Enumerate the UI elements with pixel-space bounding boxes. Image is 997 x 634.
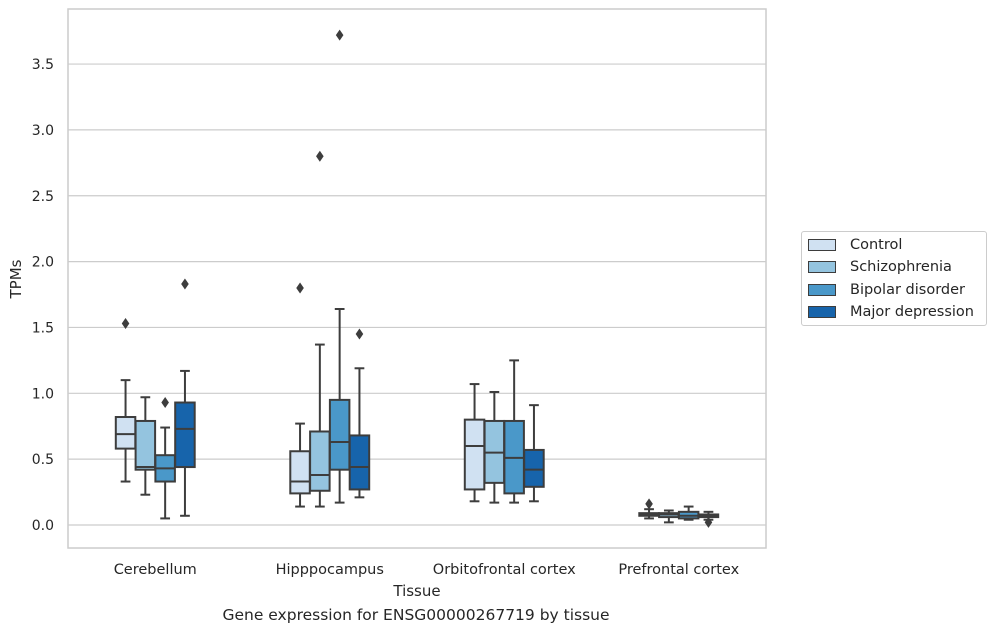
x-tick-label: Cerebellum	[114, 562, 197, 578]
outlier-point	[181, 278, 189, 290]
y-tick-label: 1.0	[32, 386, 54, 402]
legend-swatch-control	[808, 239, 836, 251]
x-tick-label: Hipppocampus	[276, 562, 384, 578]
legend-swatch-schizophrenia	[808, 261, 836, 273]
box	[348, 434, 371, 491]
y-tick-label: 3.5	[32, 57, 54, 73]
plot-frame	[67, 8, 767, 549]
legend-label: Major depression	[850, 304, 974, 320]
y-tick-label: 2.5	[32, 189, 54, 205]
box	[463, 418, 486, 491]
box	[523, 448, 545, 488]
outlier-point	[355, 328, 364, 340]
y-tick-label: 1.5	[32, 320, 54, 336]
box	[174, 401, 196, 469]
legend-item-schizophrenia: Schizophrenia	[808, 257, 952, 277]
outlier-point	[296, 282, 304, 294]
box	[289, 450, 311, 495]
outlier-point	[316, 150, 324, 162]
y-axis-label: TPMs	[7, 259, 25, 299]
y-tick-label: 2.0	[32, 255, 54, 271]
box	[114, 416, 137, 450]
box	[309, 430, 331, 492]
legend-swatch-bipolar-disorder	[808, 284, 836, 296]
box	[328, 398, 351, 471]
outlier-point	[121, 317, 130, 329]
outlier-point	[645, 498, 653, 510]
legend-swatch-major-depression	[808, 306, 836, 318]
legend-item-control: Control	[808, 235, 902, 255]
box	[134, 419, 157, 471]
outlier-point	[161, 397, 169, 409]
outlier-point	[704, 516, 713, 528]
legend-label: Bipolar disorder	[850, 282, 965, 298]
y-tick-labels: 0.0 0.5 1.0 1.5 2.0 2.5 3.0 3.5	[32, 57, 54, 534]
box-marks	[114, 29, 720, 528]
legend-label: Schizophrenia	[850, 259, 952, 275]
y-tick-label: 0.0	[32, 518, 54, 534]
x-tick-label: Orbitofrontal cortex	[433, 562, 576, 578]
y-tick-label: 3.0	[32, 123, 54, 139]
x-tick-labels: Cerebellum Hipppocampus Orbitofrontal cort…	[114, 562, 740, 578]
y-tick-label: 0.5	[32, 452, 54, 468]
x-tick-label: Prefrontal cortex	[618, 562, 739, 578]
figure-caption: Gene expression for ENSG00000267719 by t…	[222, 606, 610, 624]
outlier-point	[335, 29, 344, 41]
legend-label: Control	[850, 237, 903, 253]
x-axis-label: Tissue	[392, 582, 440, 600]
legend-item-major-depression: Major depression	[808, 302, 974, 322]
legend-item-bipolar-disorder: Bipolar disorder	[808, 280, 965, 300]
legend: Control Schizophrenia Bipolar disorder M…	[801, 231, 987, 326]
